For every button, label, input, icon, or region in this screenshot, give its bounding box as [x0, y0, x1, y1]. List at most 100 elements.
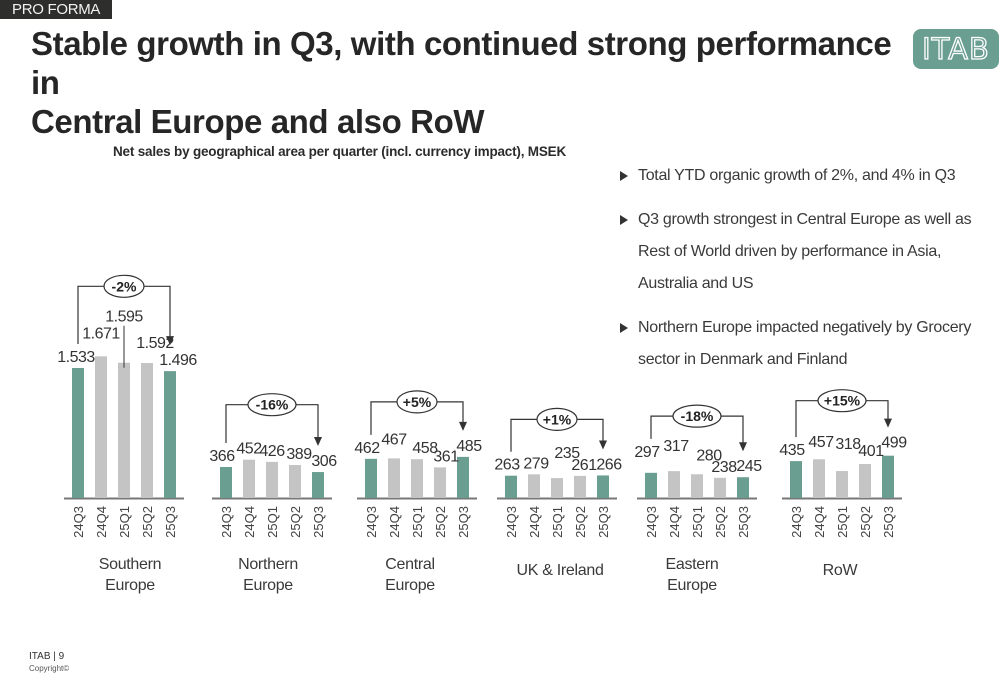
bar-value-label: 245 [736, 458, 762, 475]
category-tick-label: 24Q3 [364, 506, 379, 538]
category-tick-label: 24Q4 [242, 506, 257, 538]
bar [72, 368, 84, 498]
arrow-head-icon [166, 336, 174, 346]
bullet-text: Total YTD organic growth of 2%, and 4% i… [638, 167, 956, 184]
bar-value-label: 1.671 [82, 325, 120, 342]
bar-value-label: 318 [835, 436, 861, 453]
bar-value-label: 361 [433, 448, 459, 465]
category-tick-label: 25Q2 [713, 506, 728, 538]
bar-value-label: 279 [523, 455, 549, 472]
category-tick-label: 25Q2 [288, 506, 303, 538]
arrow-head-icon [884, 418, 892, 428]
bar-value-label: 297 [634, 444, 660, 461]
bar [164, 371, 176, 498]
arrow-head-icon [739, 442, 747, 452]
bar [790, 461, 802, 498]
bullet-text: Q3 growth strongest in Central Europe as… [638, 211, 972, 292]
change-badge [396, 390, 438, 414]
bar-value-label: 235 [554, 445, 580, 462]
bar [714, 477, 726, 498]
category-tick-label: 24Q4 [94, 506, 109, 538]
bullet-list: Total YTD organic growth of 2%, and 4% i… [618, 160, 988, 388]
bar-value-label: 1.592 [136, 335, 174, 352]
bar [457, 456, 469, 498]
bar-value-label: 435 [779, 442, 805, 459]
bar-value-label: 317 [663, 438, 689, 455]
bar-value-label: 457 [808, 434, 834, 451]
bar [836, 471, 848, 498]
bar [388, 458, 400, 498]
bar-value-label: 266 [596, 456, 622, 473]
category-tick-label: 24Q4 [387, 506, 402, 538]
title-line-1: Stable growth in Q3, with continued stro… [31, 25, 892, 101]
bar [411, 459, 423, 498]
bar-value-label: 499 [881, 435, 907, 452]
arrow-head-icon [314, 437, 322, 447]
change-percent-label: -18% [681, 408, 714, 424]
bar-value-label: 462 [354, 440, 380, 457]
category-tick-label: 24Q3 [789, 506, 804, 538]
category-tick-label: 25Q3 [311, 506, 326, 538]
category-tick-label: 24Q3 [71, 506, 86, 538]
bar [365, 458, 377, 498]
bar [737, 477, 749, 498]
title-line-2: Central Europe and also RoW [31, 103, 485, 140]
chart-title: Net sales by geographical area per quart… [113, 144, 567, 159]
category-tick-label: 25Q1 [117, 506, 132, 538]
bar-value-label: 1.496 [159, 352, 197, 369]
change-percent-label: -16% [256, 397, 289, 413]
bar-value-label: 426 [259, 443, 285, 460]
category-tick-label: 25Q1 [410, 506, 425, 538]
itab-logo: ITAB [913, 29, 999, 69]
bullet-text: Northern Europe impacted negatively by G… [638, 319, 972, 368]
bar [668, 471, 680, 498]
category-tick-label: 25Q1 [690, 506, 705, 538]
bar-value-label: 1.533 [57, 349, 95, 366]
bar [551, 478, 563, 498]
region-label: RoW [823, 562, 859, 579]
logo-text: ITAB [921, 31, 990, 66]
change-badge [817, 389, 867, 413]
change-percent-label: -2% [112, 278, 137, 294]
bar [691, 474, 703, 498]
bullet-triangle-icon [620, 215, 628, 225]
bullet-triangle-icon [620, 323, 628, 333]
category-tick-label: 24Q3 [504, 506, 519, 538]
change-percent-label: +1% [543, 411, 572, 427]
category-tick-label: 25Q3 [736, 506, 751, 538]
change-percent-label: +5% [403, 394, 432, 410]
category-tick-label: 24Q3 [644, 506, 659, 538]
category-tick-label: 24Q3 [219, 506, 234, 538]
category-tick-label: 25Q2 [858, 506, 873, 538]
bar [528, 474, 540, 498]
bar [434, 467, 446, 498]
bar [289, 465, 301, 498]
category-tick-label: 25Q1 [265, 506, 280, 538]
bar-value-label: 467 [381, 431, 407, 448]
bar-value-label: 238 [711, 459, 737, 476]
category-tick-label: 24Q4 [527, 506, 542, 538]
arrow-head-icon [599, 440, 607, 450]
change-badge [536, 407, 578, 431]
region-label: Europe [385, 577, 435, 594]
category-tick-label: 25Q3 [596, 506, 611, 538]
bar-value-label: 452 [236, 441, 262, 458]
footer-copyright: Copyright© [29, 664, 70, 673]
bar-value-label: 389 [286, 446, 312, 463]
bar-value-label: 401 [858, 443, 884, 460]
change-badge [672, 404, 722, 428]
bar [266, 461, 278, 498]
bar-value-label: 366 [209, 448, 235, 465]
bar-value-label: 1.595 [105, 309, 143, 326]
bullet-item: Total YTD organic growth of 2%, and 4% i… [618, 160, 988, 192]
region-label: UK & Ireland [516, 562, 603, 579]
bullet-item: Q3 growth strongest in Central Europe as… [618, 204, 988, 300]
bar [645, 472, 657, 498]
bar [882, 455, 894, 498]
bar-value-label: 306 [311, 453, 337, 470]
category-tick-label: 25Q1 [835, 506, 850, 538]
bar [312, 472, 324, 498]
bar [505, 475, 517, 498]
bar-value-label: 458 [412, 440, 438, 457]
region-label: Southern [99, 556, 162, 573]
